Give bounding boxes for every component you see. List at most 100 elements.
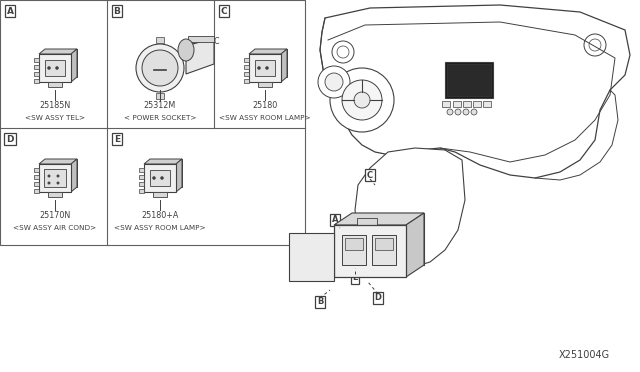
Bar [244, 65, 249, 69]
Bar [447, 64, 491, 96]
Text: A: A [6, 6, 13, 16]
Polygon shape [249, 49, 287, 54]
Circle shape [325, 73, 343, 91]
Bar [345, 238, 363, 250]
Polygon shape [176, 159, 182, 192]
Bar [255, 49, 287, 77]
Bar [156, 93, 164, 99]
Text: <SW ASSY AIR COND>: <SW ASSY AIR COND> [13, 225, 97, 231]
Bar [244, 79, 249, 83]
Circle shape [56, 67, 58, 70]
Bar [150, 170, 170, 186]
Text: D: D [6, 135, 13, 144]
Text: B: B [317, 298, 323, 307]
Bar [188, 36, 214, 42]
Text: X251004G: X251004G [559, 350, 610, 360]
Bar [372, 235, 396, 265]
Polygon shape [406, 213, 424, 277]
Bar [34, 189, 39, 193]
Bar [139, 189, 144, 193]
Circle shape [330, 68, 394, 132]
Text: E: E [114, 135, 120, 144]
Bar [39, 54, 71, 82]
Bar [483, 101, 491, 107]
Bar [34, 58, 39, 62]
Circle shape [152, 176, 156, 180]
Polygon shape [320, 5, 630, 178]
Bar [249, 54, 281, 82]
Bar [45, 49, 77, 77]
Bar [34, 168, 39, 172]
Text: 25180+A: 25180+A [141, 212, 179, 221]
Bar [139, 175, 144, 179]
Bar [34, 72, 39, 76]
Circle shape [57, 175, 60, 177]
Circle shape [48, 175, 50, 177]
Text: 25312M: 25312M [144, 102, 176, 110]
Circle shape [447, 109, 453, 115]
Text: E: E [352, 273, 358, 282]
Polygon shape [334, 225, 406, 277]
Bar [39, 164, 71, 192]
Circle shape [47, 67, 51, 70]
Bar [342, 235, 366, 265]
Polygon shape [281, 49, 287, 82]
Circle shape [318, 66, 350, 98]
Circle shape [142, 50, 178, 86]
Bar [473, 101, 481, 107]
Text: D: D [374, 294, 381, 302]
Text: < POWER SOCKET>: < POWER SOCKET> [124, 115, 196, 121]
Bar [150, 159, 182, 187]
Text: <SW ASSY TEL>: <SW ASSY TEL> [25, 115, 85, 121]
Bar [153, 192, 167, 197]
Bar [144, 164, 176, 192]
Circle shape [354, 92, 370, 108]
Bar [34, 175, 39, 179]
Bar [48, 82, 62, 87]
Polygon shape [289, 233, 334, 281]
Circle shape [57, 182, 60, 184]
Text: C: C [221, 6, 227, 16]
Text: B: B [113, 6, 120, 16]
Bar [255, 60, 275, 76]
Bar [45, 60, 65, 76]
Bar [445, 62, 493, 98]
Text: <SW ASSY ROOM LAMP>: <SW ASSY ROOM LAMP> [219, 115, 311, 121]
Bar [0, 0, 305, 245]
Polygon shape [39, 159, 77, 164]
Bar [258, 82, 272, 87]
Bar [442, 101, 450, 107]
Polygon shape [352, 213, 424, 265]
Bar [139, 182, 144, 186]
Text: 25330C: 25330C [190, 38, 220, 46]
Circle shape [136, 44, 184, 92]
Circle shape [161, 176, 163, 180]
Ellipse shape [178, 39, 194, 61]
Bar [34, 65, 39, 69]
Text: 25170N: 25170N [40, 212, 70, 221]
Bar [45, 159, 77, 187]
Circle shape [266, 67, 269, 70]
Polygon shape [71, 159, 77, 192]
Text: <SW ASSY ROOM LAMP>: <SW ASSY ROOM LAMP> [114, 225, 206, 231]
Circle shape [455, 109, 461, 115]
Bar [375, 238, 393, 250]
Circle shape [471, 109, 477, 115]
Circle shape [48, 182, 50, 184]
Text: A: A [332, 215, 339, 224]
Circle shape [463, 109, 469, 115]
Bar [44, 169, 66, 187]
Bar [357, 218, 377, 246]
Circle shape [257, 67, 260, 70]
Bar [34, 182, 39, 186]
Polygon shape [39, 49, 77, 54]
Bar [463, 101, 471, 107]
Polygon shape [186, 38, 214, 74]
Polygon shape [144, 159, 182, 164]
Bar [48, 192, 62, 197]
Bar [244, 58, 249, 62]
Bar [244, 72, 249, 76]
Polygon shape [334, 213, 424, 225]
Polygon shape [355, 148, 465, 268]
Polygon shape [71, 49, 77, 82]
